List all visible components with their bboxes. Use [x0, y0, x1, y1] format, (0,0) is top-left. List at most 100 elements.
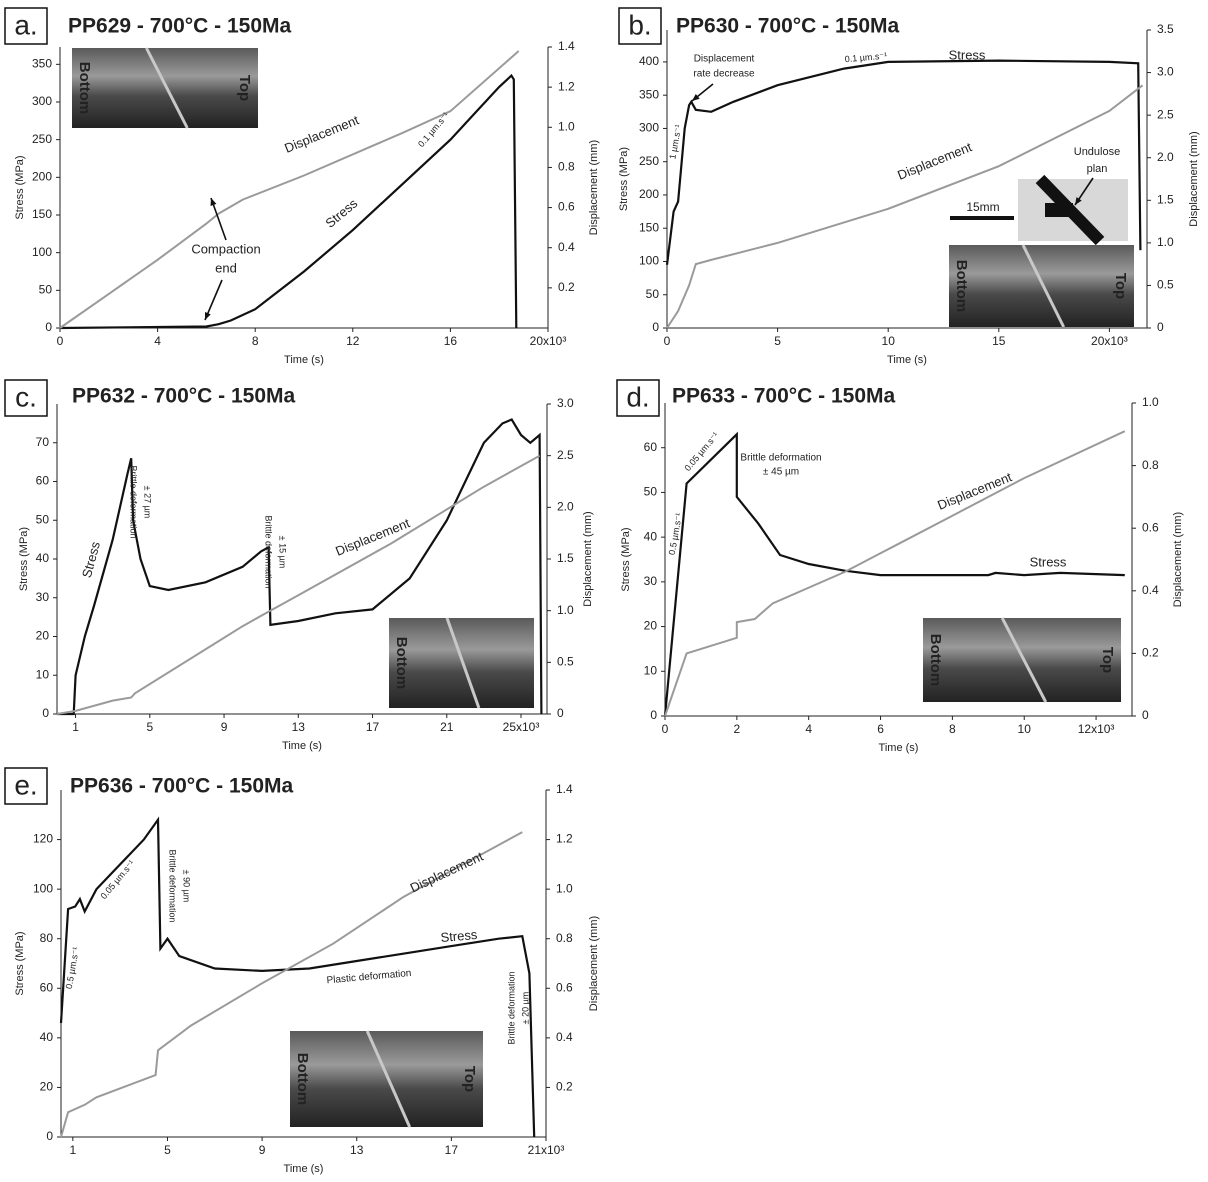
panel-label: c.	[15, 381, 37, 412]
y2-tick-label: 1.0	[1142, 395, 1159, 409]
y2-tick-label: 0.6	[556, 980, 573, 994]
y-tick-label: 200	[32, 170, 52, 184]
annotation: Brittle deformation	[168, 849, 178, 922]
y2-tick-label: 3.5	[1157, 22, 1174, 36]
series-name: Stress	[440, 927, 479, 945]
y2-tick-label: 0.4	[556, 1030, 573, 1044]
x-tick-label: 8	[949, 722, 956, 736]
x-tick-label: 12	[346, 334, 360, 348]
chart-title: PP633 - 700°C - 150Ma	[672, 385, 896, 408]
y-tick-label: 0	[650, 708, 657, 722]
x-tick-label: 12x10³	[1078, 722, 1115, 736]
annotation: ± 27 µm	[143, 486, 153, 519]
annotation: plan	[1087, 163, 1108, 175]
y2-axis-label: Displacement (mm)	[1188, 131, 1200, 226]
series-name: Stress	[1030, 554, 1067, 569]
x-tick-label: 4	[154, 334, 161, 348]
annotation: ± 90 µm	[182, 870, 192, 903]
x-tick-label: 13	[350, 1143, 364, 1157]
x-tick-label: 9	[259, 1143, 266, 1157]
y-tick-label: 20	[36, 629, 50, 643]
x-tick-label: 0	[662, 722, 669, 736]
y-tick-label: 0	[45, 320, 52, 334]
y2-tick-label: 3.0	[1157, 65, 1174, 79]
x-tick-label: 1	[69, 1143, 76, 1157]
panel-label-box	[4, 767, 48, 805]
y2-axis-label: Displacement (mm)	[588, 916, 600, 1011]
panel-label-box	[4, 379, 48, 417]
panel-label-box	[618, 7, 662, 45]
x-tick-label: 21x10³	[528, 1143, 565, 1157]
annotation: Plastic deformation	[326, 968, 412, 986]
x-tick-label: 2	[734, 722, 741, 736]
x-tick-label: 9	[221, 720, 228, 734]
y-tick-label: 250	[639, 154, 659, 168]
photo-label: Top	[461, 1066, 478, 1092]
x-tick-label: 20x10³	[1091, 334, 1128, 348]
y-tick-label: 0	[46, 1129, 53, 1143]
annotation: Brittle deformation	[740, 453, 821, 464]
y-tick-label: 250	[32, 132, 52, 146]
annotation: Displacement	[694, 54, 755, 65]
x-tick-label: 0	[57, 334, 64, 348]
y2-tick-label: 1.2	[558, 79, 575, 93]
y-tick-label: 30	[36, 590, 50, 604]
x-axis-label: Time (s)	[284, 354, 324, 366]
y2-tick-label: 0.6	[558, 200, 575, 214]
y-tick-label: 120	[33, 832, 53, 846]
x-tick-label: 1	[72, 720, 79, 734]
y-tick-label: 70	[36, 435, 50, 449]
series-name: Stress	[949, 47, 986, 62]
arrow-head	[210, 198, 217, 206]
panel-label-box	[4, 7, 48, 45]
x-tick-label: 5	[146, 720, 153, 734]
y-tick-label: 10	[36, 667, 50, 681]
y2-axis-label: Displacement (mm)	[1172, 512, 1184, 607]
series-name: Stress	[79, 540, 103, 580]
annotation: 0.1 µm.s⁻¹	[844, 51, 887, 65]
y2-tick-label: 1.5	[557, 551, 574, 565]
y-axis-label: Stress (MPa)	[618, 147, 630, 211]
x-tick-label: 5	[164, 1143, 171, 1157]
photo-label: Top	[1112, 273, 1129, 299]
y-tick-label: 60	[644, 440, 658, 454]
y-tick-label: 100	[32, 245, 52, 259]
y2-tick-label: 0.8	[1142, 458, 1159, 472]
annotation: rate decrease	[693, 69, 755, 80]
series-name: Displacement	[282, 112, 361, 156]
y2-tick-label: 3.0	[557, 396, 574, 410]
y-tick-label: 50	[36, 512, 50, 526]
y2-tick-label: 0	[1157, 320, 1164, 334]
y2-tick-label: 0.6	[1142, 520, 1159, 534]
photo-label: Top	[1099, 647, 1116, 673]
panel-label: d.	[626, 381, 649, 412]
x-tick-label: 17	[445, 1143, 459, 1157]
y2-tick-label: 0	[1142, 708, 1149, 722]
y-tick-label: 50	[644, 485, 658, 499]
arrow-head	[692, 93, 700, 101]
y2-tick-label: 1.0	[558, 119, 575, 133]
x-tick-label: 13	[292, 720, 306, 734]
y2-tick-label: 1.0	[1157, 235, 1174, 249]
y-tick-label: 40	[40, 1030, 54, 1044]
y-tick-label: 40	[36, 551, 50, 565]
y-tick-label: 300	[639, 121, 659, 135]
photo-label: Bottom	[953, 260, 970, 313]
y2-tick-label: 0.8	[558, 160, 575, 174]
y2-tick-label: 0.5	[1157, 278, 1174, 292]
photo-label: Bottom	[294, 1053, 311, 1106]
annotation: end	[215, 260, 237, 275]
y-axis-label: Stress (MPa)	[14, 155, 26, 219]
fracture	[145, 47, 189, 129]
series-line	[59, 816, 536, 1138]
series-name: Stress	[322, 195, 360, 230]
y2-tick-label: 1.4	[558, 39, 575, 53]
y-tick-label: 150	[32, 207, 52, 221]
y-axis-label: Stress (MPa)	[18, 527, 30, 591]
y-tick-label: 200	[639, 187, 659, 201]
y-tick-label: 10	[644, 663, 658, 677]
y2-tick-label: 1.0	[557, 603, 574, 617]
x-tick-label: 25x10³	[503, 720, 540, 734]
x-axis-label: Time (s)	[284, 1163, 324, 1175]
chart-title: PP630 - 700°C - 150Ma	[676, 15, 900, 38]
